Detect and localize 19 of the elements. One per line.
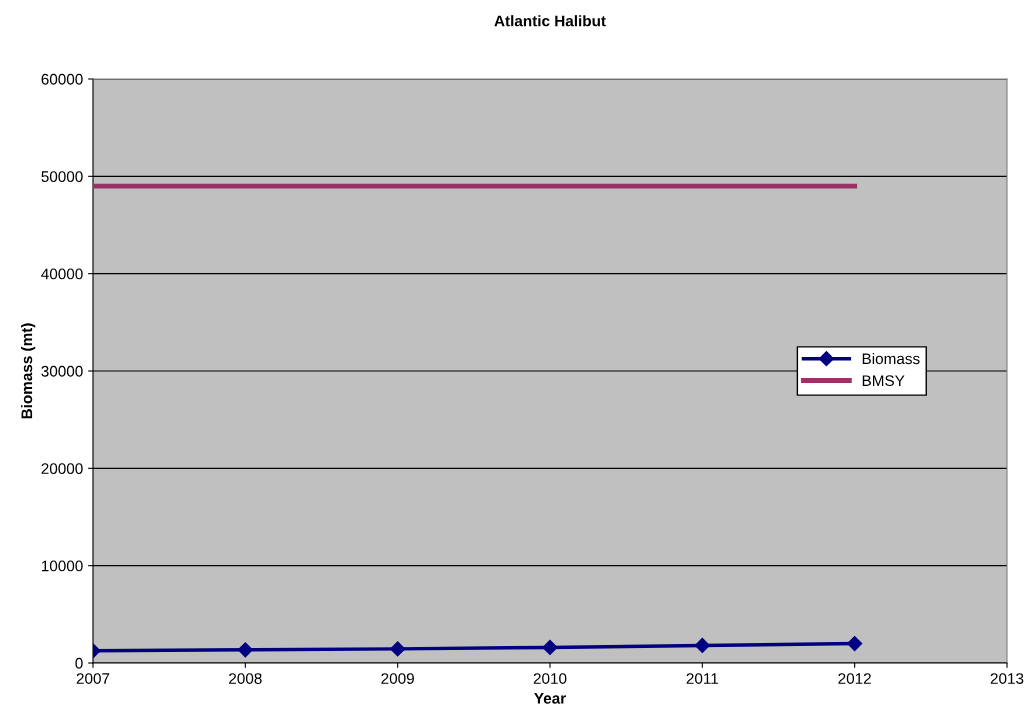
x-tick-label: 2012 [838,673,871,684]
y-tick-label: 40000 [41,268,83,280]
y-tick-label: 10000 [41,560,83,572]
y-tick-label: 30000 [41,365,83,377]
x-tick-label: 2009 [381,673,414,684]
x-tick-label: 2010 [533,673,567,684]
y-axis-title: Biomass (mt) [21,323,36,419]
x-tick-label: 2008 [229,673,262,684]
x-axis-title: Year [534,693,566,704]
y-tick-label: 0 [75,657,83,669]
y-tick-label: 60000 [41,73,83,85]
legend-label: BMSY [862,375,905,387]
x-tick-label: 2013 [990,673,1024,684]
chart-title: Atlantic Halibut [494,15,606,27]
legend-label: Biomass [862,352,920,365]
x-tick-label: 2011 [686,673,719,684]
y-tick-label: 20000 [41,463,83,475]
y-tick-label: 50000 [41,171,83,183]
x-tick-label: 2007 [76,673,110,684]
